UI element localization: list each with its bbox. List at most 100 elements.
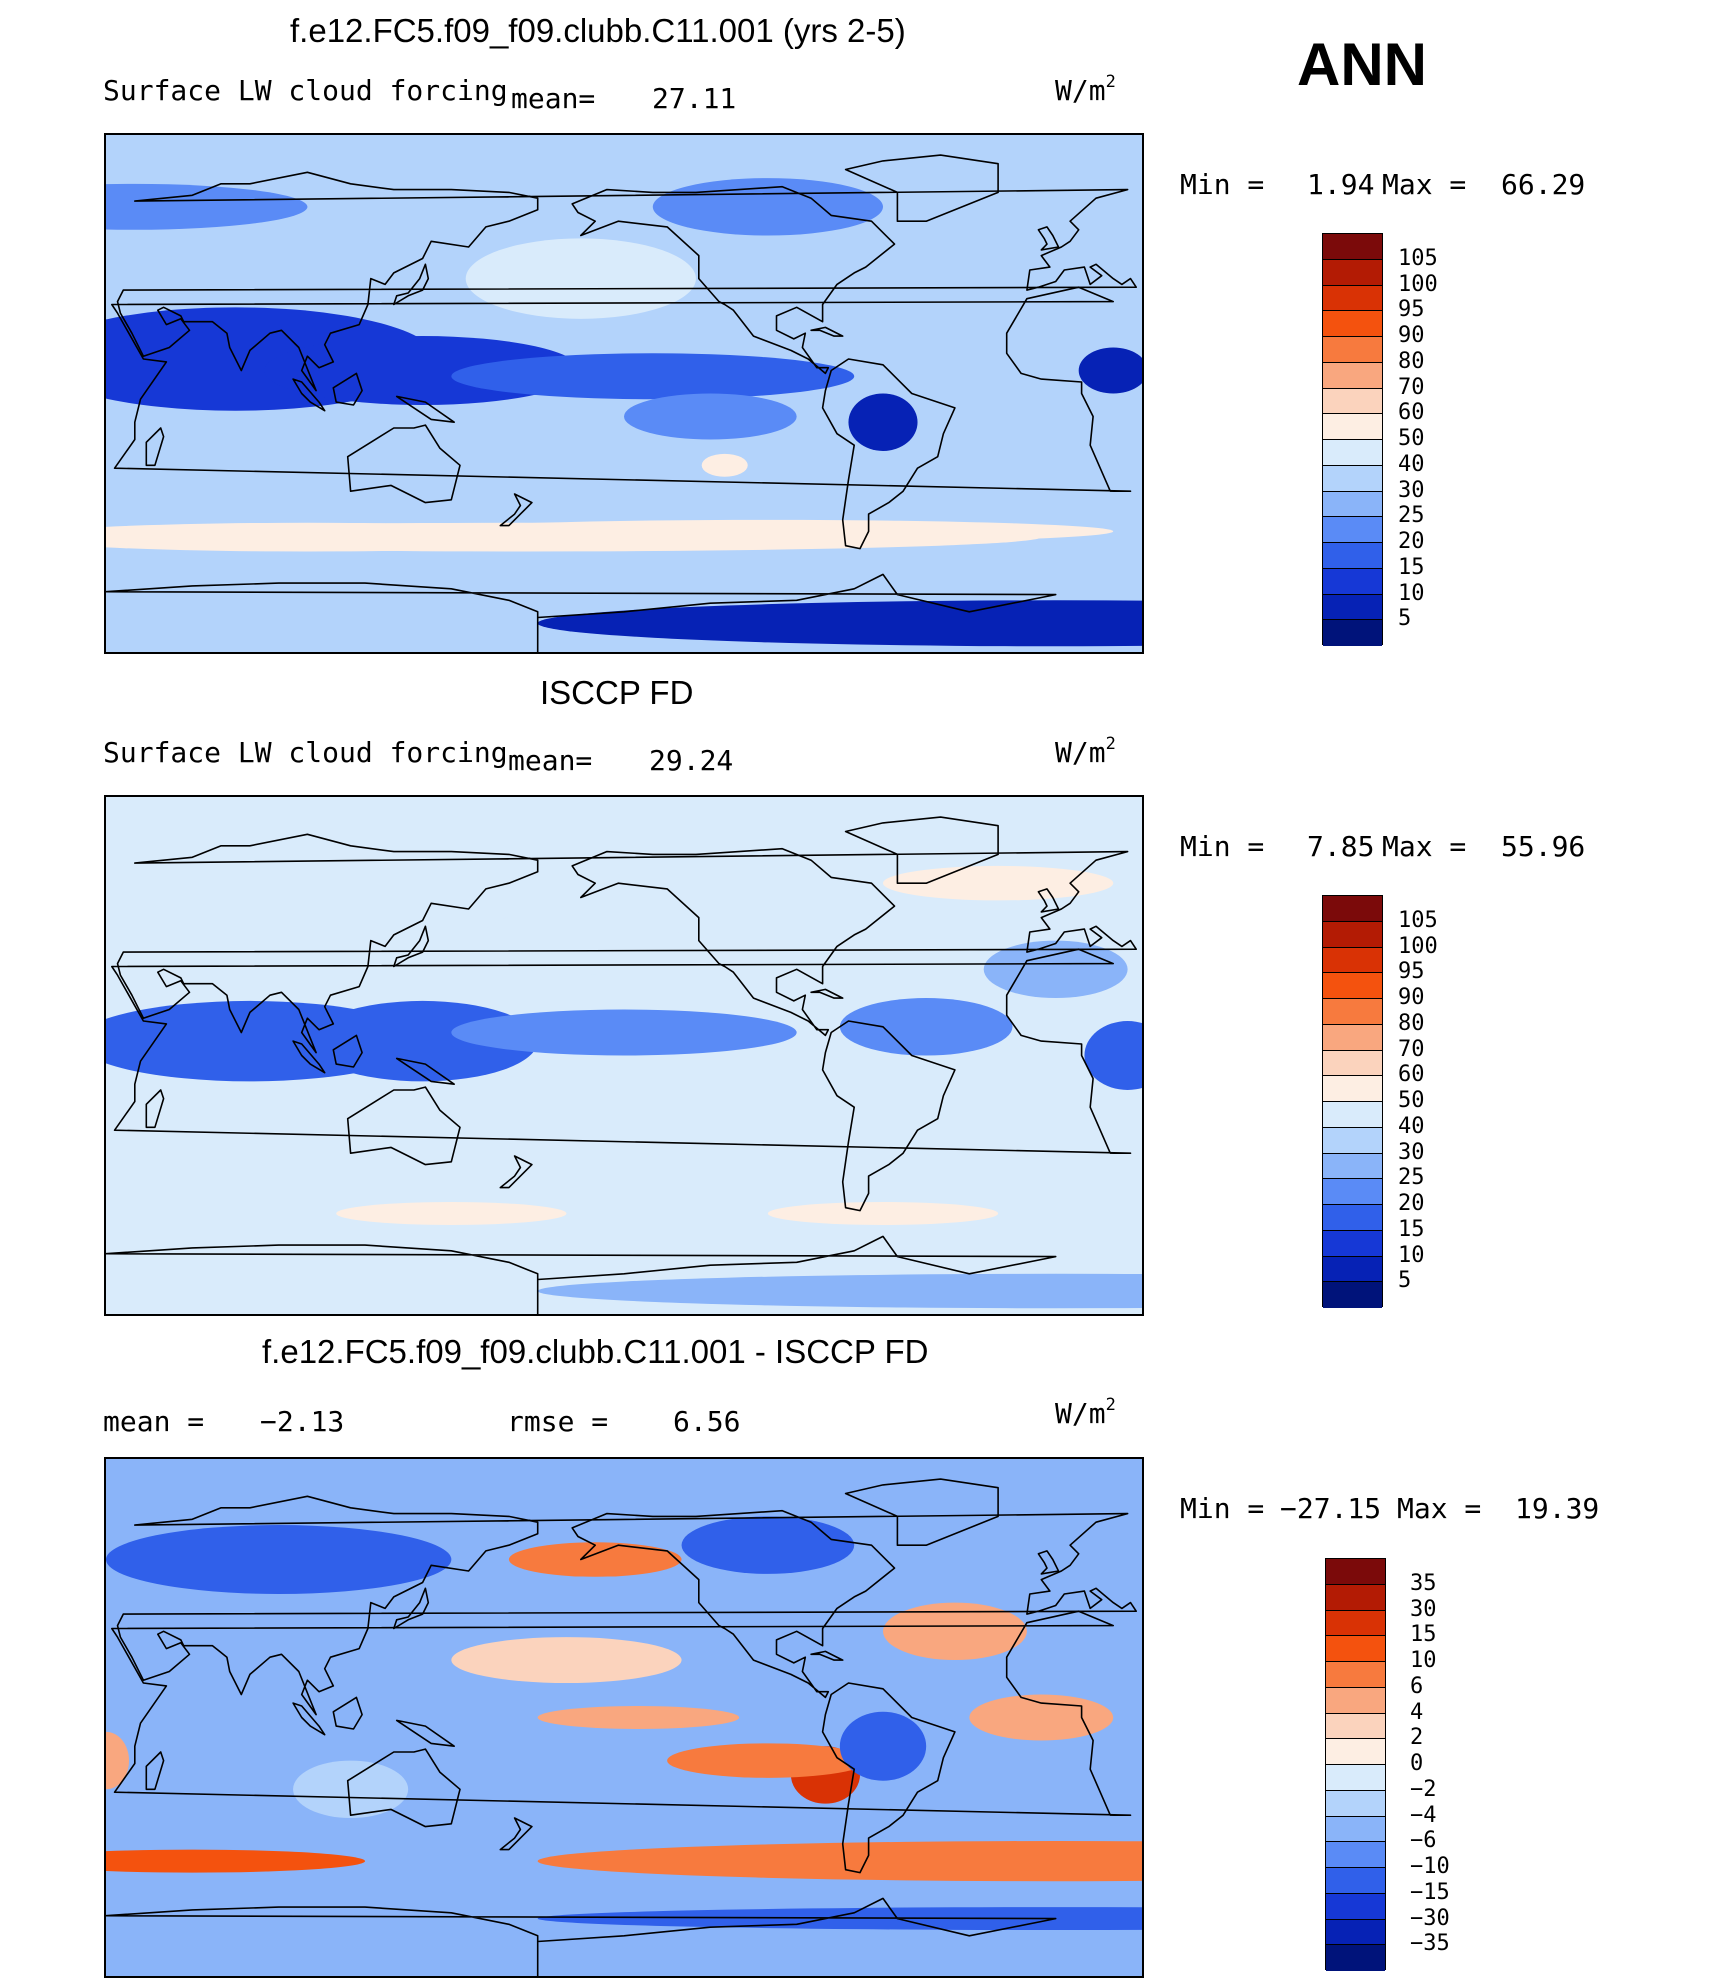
colorbar-level-label: 105: [1398, 907, 1438, 933]
north-america-coastline: [571, 1509, 896, 1699]
colorbar-swatch: [1326, 1636, 1385, 1662]
colorbar-swatch: [1323, 440, 1382, 466]
contour-region: [106, 1731, 130, 1790]
colorbar-level-label: 80: [1398, 1010, 1425, 1036]
colorbar-level-label: −15: [1410, 1879, 1450, 1905]
map-field: [106, 1459, 1142, 1976]
colorbar-level-label: 20: [1398, 1191, 1425, 1216]
cuba-coastline: [810, 326, 844, 337]
panel-3-min-value: −27.15: [1280, 1492, 1382, 1525]
panel-1-mean-label: mean=: [511, 82, 596, 115]
colorbar-swatch: [1323, 594, 1382, 621]
antarctica-coastline: [106, 1897, 1057, 1976]
eurasia-coastline: [116, 171, 1137, 392]
colorbar-swatch: [1323, 1256, 1382, 1283]
contour-region: [451, 1637, 682, 1684]
antarctica-coastline: [106, 573, 1057, 652]
cuba-coastline: [810, 988, 844, 999]
colorbar-swatch: [1326, 1790, 1385, 1817]
cuba-coastline: [810, 1650, 844, 1661]
coastlines: [106, 154, 1137, 652]
contour-region: [537, 1273, 1142, 1309]
colorbar-level-label: 25: [1398, 1165, 1425, 1191]
colorbar-swatch: [1326, 1868, 1385, 1894]
panel-2-units: W/m2: [1055, 734, 1116, 769]
colorbar-level-label: 0: [1410, 1751, 1424, 1776]
panel-3-map: [104, 1457, 1144, 1978]
panel-1-title: f.e12.FC5.f09_f09.clubb.C11.001 (yrs 2-5…: [290, 12, 906, 49]
panel-3-rmse-value: 6.56: [673, 1405, 741, 1438]
colorbar-swatch: [1323, 337, 1382, 363]
japan-coastline: [393, 925, 430, 968]
colorbar-level-label: 15: [1398, 1216, 1425, 1242]
colorbar-level-label: 4: [1410, 1699, 1424, 1725]
colorbar-swatch: [1323, 1153, 1382, 1180]
colorbar-swatch: [1323, 388, 1382, 415]
colorbar-swatch: [1326, 1687, 1385, 1714]
borneo-coastline: [332, 372, 363, 406]
panel-3-title: f.e12.FC5.f09_f09.clubb.C11.001 - ISCCP …: [262, 1333, 929, 1370]
south-america-coastline: [821, 1682, 956, 1874]
contour-region: [839, 1711, 927, 1781]
map-field: [106, 797, 1142, 1314]
south-america-coastline: [821, 1020, 956, 1212]
contour-region: [106, 1525, 452, 1594]
borneo-coastline: [332, 1034, 363, 1068]
contour-region: [767, 1201, 999, 1225]
panel-3-units: W/m2: [1055, 1395, 1116, 1430]
africa-coastline: [111, 1610, 1132, 1816]
colorbar-level-label: −35: [1410, 1931, 1450, 1957]
panel-3-rmse-label: rmse =: [507, 1405, 609, 1438]
colorbar-swatch: [1326, 1893, 1385, 1920]
panel-2-mean-value: 29.24: [649, 744, 734, 777]
contour-region: [537, 600, 1142, 647]
colorbar-level-label: 35: [1410, 1570, 1437, 1596]
contour-region: [701, 453, 748, 477]
colorbar-swatch: [1323, 947, 1382, 974]
colorbar-swatch: [1323, 973, 1382, 999]
eurasia-coastline: [116, 1495, 1137, 1716]
panel-3-mean-value: −2.13: [260, 1405, 345, 1438]
colorbar-level-label: 40: [1398, 1113, 1425, 1139]
colorbar-level-label: 70: [1398, 374, 1425, 400]
colorbar-swatch: [1323, 921, 1382, 948]
colorbar-swatch: [1323, 568, 1382, 595]
panel-2-title: ISCCP FD: [540, 674, 694, 711]
contour-region: [106, 1849, 365, 1873]
colorbar-level-label: 60: [1398, 1062, 1425, 1088]
colorbar-swatch: [1323, 465, 1382, 492]
panel-3-max-value: 19.39: [1515, 1492, 1600, 1525]
colorbar-level-label: 50: [1398, 426, 1425, 451]
panel-3-min-label: Min =: [1180, 1492, 1265, 1525]
colorbar-level-label: 25: [1398, 503, 1425, 529]
contour-region: [465, 238, 696, 319]
sumatra-coastline: [292, 378, 326, 412]
new-guinea-coastline: [395, 395, 455, 423]
greenland-coastline: [844, 1478, 999, 1546]
colorbar-swatch: [1323, 234, 1382, 260]
colorbar-swatch: [1323, 999, 1382, 1025]
panel-2-colorbar: [1322, 895, 1383, 1308]
colorbar-swatch: [1323, 285, 1382, 312]
colorbar-level-label: 100: [1398, 933, 1438, 959]
contour-region: [667, 1743, 869, 1778]
colorbar-swatch: [1326, 1713, 1385, 1740]
colorbar-swatch: [1323, 1127, 1382, 1154]
colorbar-level-label: 15: [1398, 554, 1425, 580]
colorbar-swatch: [1323, 896, 1382, 922]
colorbar-level-label: 90: [1398, 985, 1425, 1010]
madagascar-coastline: [145, 1751, 165, 1791]
panel-1-mean-value: 27.11: [652, 82, 737, 115]
colorbar-level-label: 90: [1398, 323, 1425, 348]
colorbar-level-label: −4: [1410, 1802, 1437, 1828]
panel-1-colorbar: [1322, 233, 1383, 646]
colorbar-swatch: [1323, 1230, 1382, 1257]
coastlines: [106, 1478, 1137, 1976]
colorbar-level-label: 10: [1410, 1648, 1437, 1673]
colorbar-swatch: [1326, 1739, 1385, 1765]
colorbar-level-label: 10: [1398, 580, 1425, 606]
panel-2-variable: Surface LW cloud forcing: [103, 736, 508, 769]
panel-3-mean-label: mean =: [103, 1405, 205, 1438]
colorbar-swatch: [1323, 1024, 1382, 1051]
panel-3-max-label: Max =: [1397, 1492, 1482, 1525]
